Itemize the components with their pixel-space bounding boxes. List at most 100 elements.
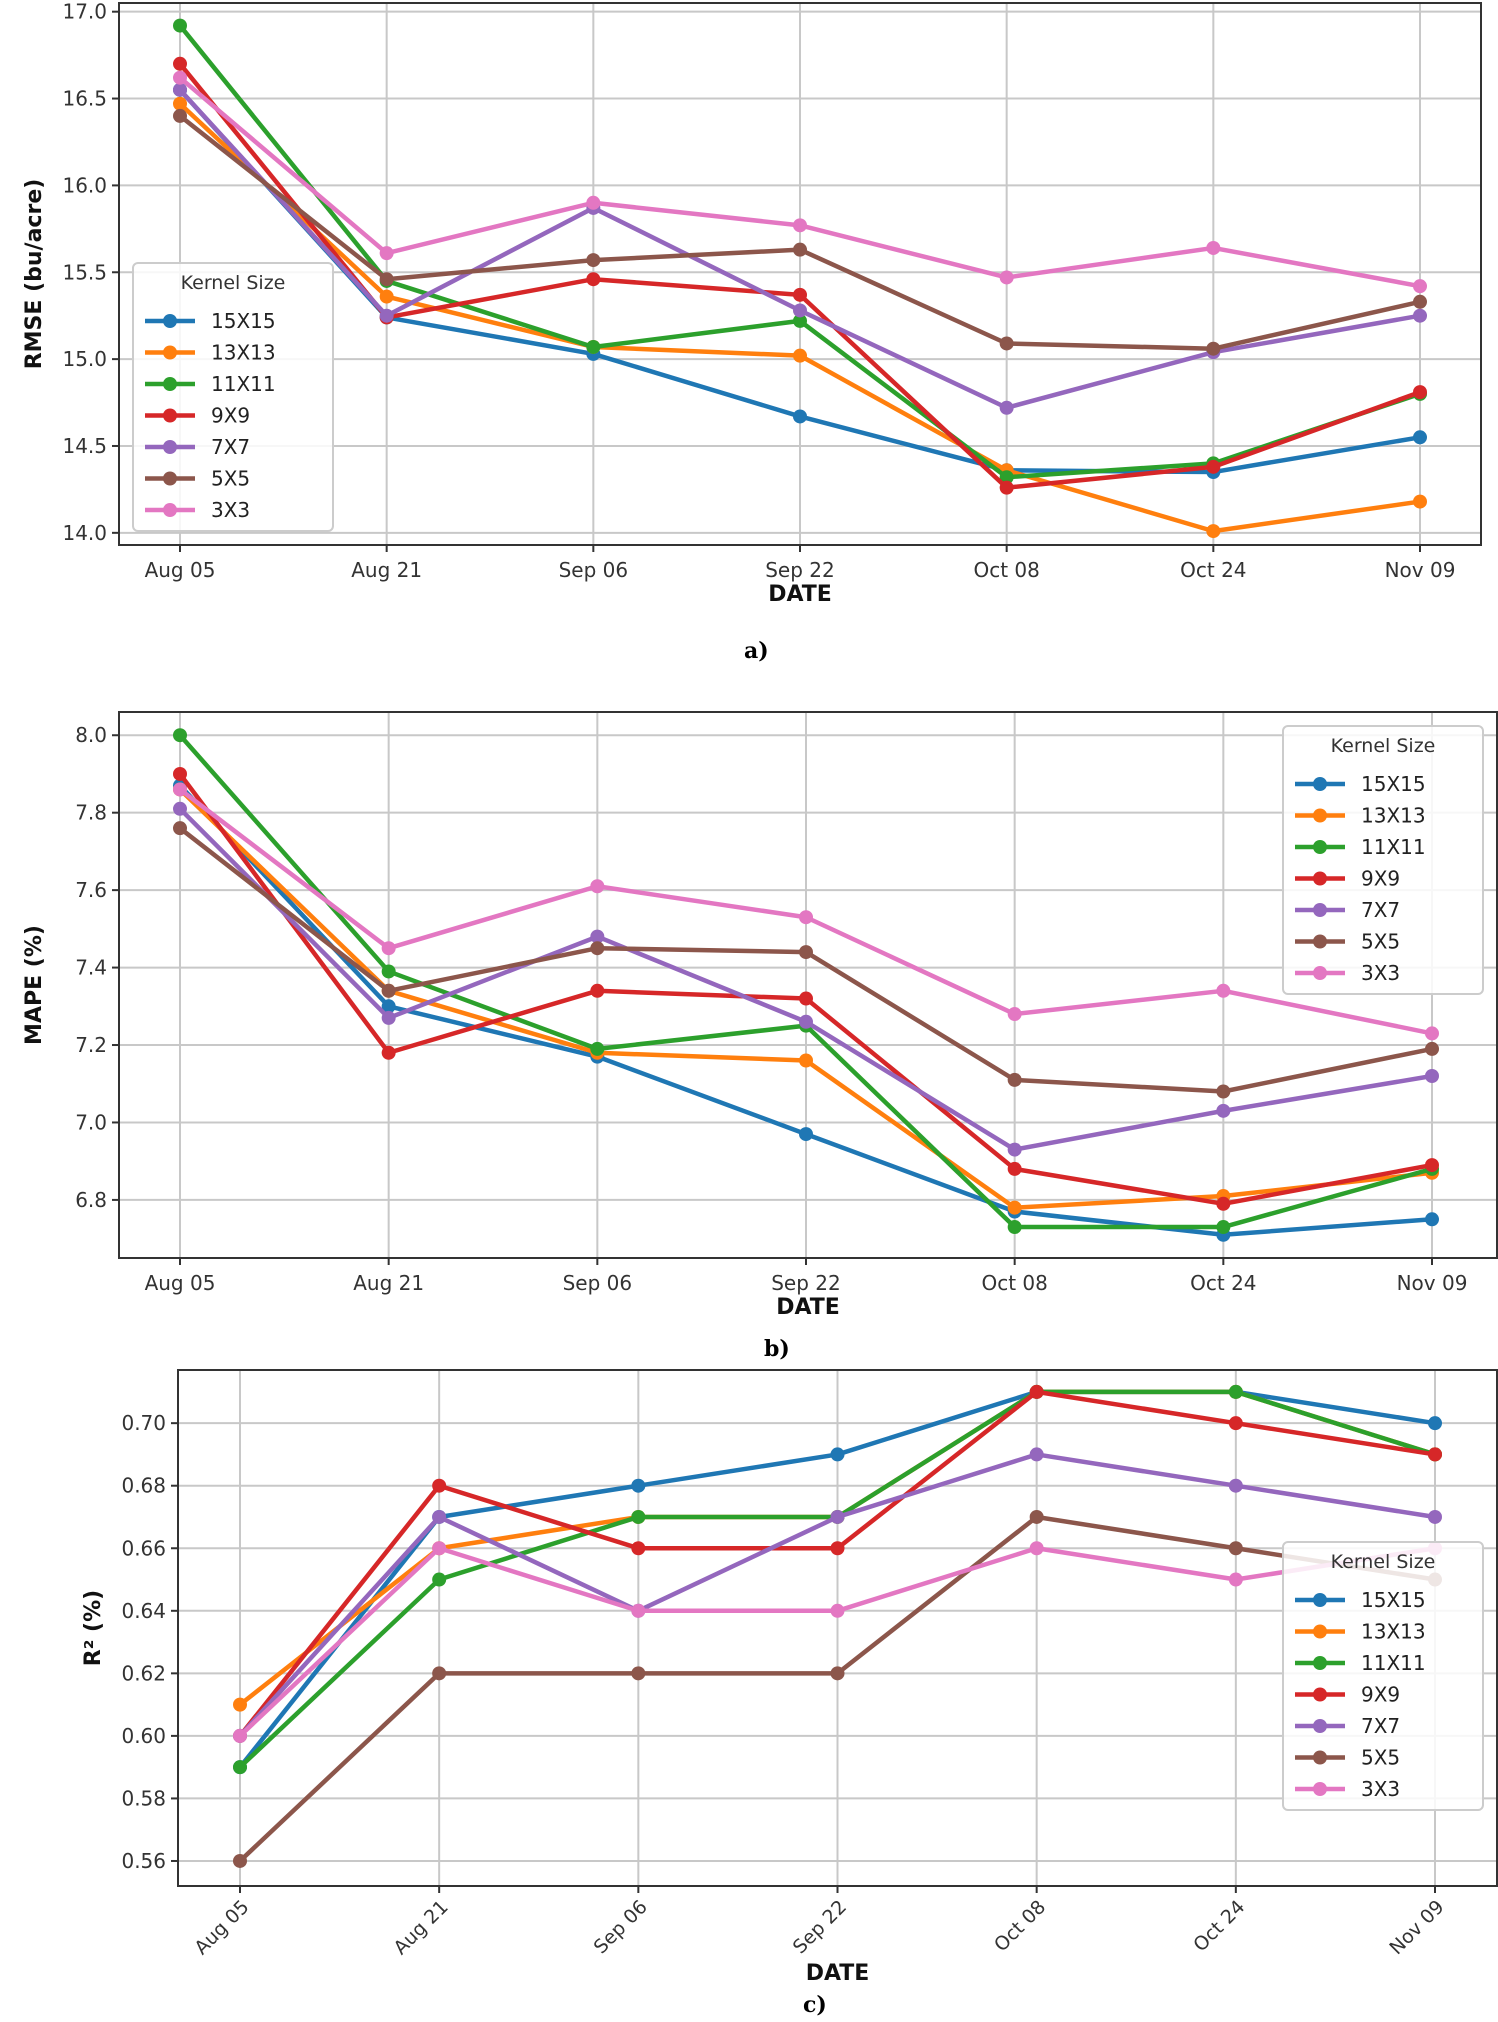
data-point <box>830 1666 845 1681</box>
legend-entry: 3X3 <box>1361 961 1400 985</box>
x-tick-label: Nov 09 <box>1385 558 1456 582</box>
y-tick-label: 15.0 <box>62 347 107 371</box>
data-point <box>173 801 187 816</box>
data-point <box>799 910 813 925</box>
y-axis-label: R² (%) <box>81 1590 106 1666</box>
y-tick-label: 15.5 <box>62 260 107 284</box>
data-point <box>586 195 601 210</box>
y-tick-label: 14.0 <box>62 521 107 545</box>
data-point <box>1007 1007 1022 1022</box>
data-point <box>233 1728 247 1743</box>
legend-box <box>1282 1541 1484 1811</box>
y-axis-label: RMSE (bu/acre) <box>22 179 47 370</box>
x-tick-label: Oct 24 <box>1180 558 1246 582</box>
legend-marker <box>1313 808 1327 823</box>
data-point <box>1029 1447 1044 1462</box>
data-point <box>379 272 394 287</box>
y-tick-label: 0.68 <box>121 1474 166 1498</box>
x-tick-label: Aug 21 <box>390 1896 453 1959</box>
x-tick-label: Sep 06 <box>559 558 629 582</box>
data-point <box>1228 1572 1243 1587</box>
data-point <box>432 1572 447 1587</box>
data-point <box>1228 1384 1243 1399</box>
data-point <box>173 108 187 123</box>
data-point <box>1228 1416 1243 1431</box>
data-point <box>590 983 605 998</box>
y-tick-label: 6.8 <box>75 1188 107 1212</box>
data-point <box>590 1041 605 1056</box>
data-point <box>1216 1084 1231 1099</box>
x-tick-label: Aug 05 <box>145 558 216 582</box>
data-point <box>1206 524 1221 539</box>
data-point <box>173 821 187 836</box>
data-point <box>1007 1072 1022 1087</box>
series-5X5 <box>173 108 1427 356</box>
data-point <box>590 929 605 944</box>
x-tick-label: Aug 05 <box>145 1271 216 1295</box>
data-point <box>1428 1509 1442 1524</box>
data-point <box>233 1853 247 1868</box>
chart-2: Aug 05 Aug 21 Sep 06 Sep 22 Oct 08 Oct 24 Nov … <box>81 1369 1498 1986</box>
legend-entry: 15X15 <box>1361 1588 1426 1612</box>
x-axis-label: DATE <box>776 1295 840 1320</box>
data-point <box>381 941 396 956</box>
data-point <box>1428 1447 1442 1462</box>
data-point <box>999 400 1014 415</box>
legend: Kernel Size 15X15 13X13 11X11 9X9 7X7 5X5 3X3 <box>1282 1541 1484 1811</box>
x-tick-label: Oct 08 <box>973 558 1039 582</box>
legend-box <box>1282 725 1484 995</box>
y-tick-label: 7.6 <box>75 878 107 902</box>
data-point <box>1029 1541 1044 1556</box>
data-point <box>379 308 394 323</box>
data-point <box>1425 1212 1439 1227</box>
data-point <box>1216 1220 1231 1235</box>
data-point <box>173 70 187 85</box>
y-tick-label: 0.66 <box>121 1536 166 1560</box>
data-point <box>830 1447 845 1462</box>
data-point <box>1206 341 1221 356</box>
data-point <box>793 409 807 424</box>
data-point <box>233 1697 247 1712</box>
series-3X3 <box>173 70 1427 294</box>
y-tick-label: 0.58 <box>121 1786 166 1810</box>
x-tick-label: Sep 22 <box>789 1896 851 1958</box>
data-point <box>379 246 394 261</box>
x-tick-label: Aug 05 <box>190 1896 253 1959</box>
legend-marker <box>1313 1656 1327 1670</box>
data-point <box>1029 1384 1044 1399</box>
legend-marker <box>1313 1593 1327 1607</box>
data-point <box>631 1541 646 1556</box>
data-point <box>1428 1416 1442 1431</box>
data-point <box>631 1478 646 1493</box>
data-point <box>432 1541 447 1556</box>
y-tick-label: 0.64 <box>121 1599 166 1623</box>
data-point <box>1413 279 1427 294</box>
legend-marker <box>163 503 177 517</box>
y-axis-label: MAPE (%) <box>22 925 47 1045</box>
legend: Kernel Size 15X15 13X13 11X11 9X9 7X7 5X5 3X3 <box>132 262 334 532</box>
legend-entry: 9X9 <box>1361 867 1400 891</box>
x-tick-label: Sep 22 <box>765 558 835 582</box>
series-9X9 <box>173 766 1439 1211</box>
data-point <box>1413 430 1427 445</box>
legend-marker <box>163 471 177 486</box>
data-point <box>1228 1541 1243 1556</box>
y-tick-label: 7.0 <box>75 1110 107 1134</box>
data-point <box>1216 983 1231 998</box>
data-point <box>799 1053 813 1068</box>
y-tick-label: 16.5 <box>62 87 107 111</box>
data-point <box>1007 1220 1022 1235</box>
x-tick-label: Sep 06 <box>590 1896 652 1958</box>
legend-marker <box>1313 840 1327 854</box>
data-point <box>173 782 187 797</box>
legend-marker <box>1313 966 1327 980</box>
y-tick-label: 14.5 <box>62 434 107 458</box>
data-point <box>381 999 396 1014</box>
legend-entry: 11X11 <box>211 372 276 396</box>
data-point <box>631 1603 646 1618</box>
legend-entry: 11X11 <box>1361 835 1426 859</box>
data-point <box>1007 1161 1022 1176</box>
x-axis-label: DATE <box>768 582 832 607</box>
data-point <box>173 56 187 71</box>
